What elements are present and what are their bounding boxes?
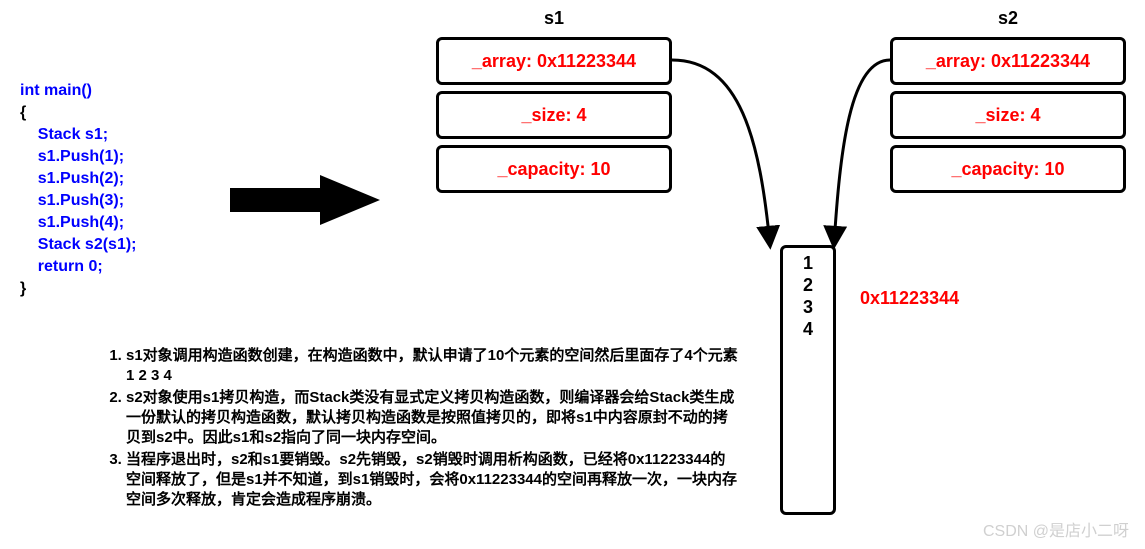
s1-cap-cell: _capacity: 10 <box>436 145 672 193</box>
code-open: { <box>20 102 137 124</box>
watermark: CSDN @是店小二呀 <box>983 517 1129 541</box>
code-fn: int main() <box>20 80 137 102</box>
code-l7: return 0; <box>20 256 137 278</box>
note-2: s2对象使用s1拷贝构造，而Stack类没有显式定义拷贝构造函数，则编译器会给S… <box>126 388 740 448</box>
struct-s2: s2 _array: 0x11223344 _size: 4 _capacity… <box>890 8 1126 199</box>
s1-size-cell: _size: 4 <box>436 91 672 139</box>
flow-arrow-icon <box>230 170 390 235</box>
s1-title: s1 <box>544 8 564 29</box>
explanation-list: s1对象调用构造函数创建，在构造函数中，默认申请了10个元素的空间然后里面存了4… <box>100 346 740 512</box>
s2-size-cell: _size: 4 <box>890 91 1126 139</box>
note-3: 当程序退出时，s2和s1要销毁。s2先销毁，s2销毁时调用析构函数，已经将0x1… <box>126 450 740 510</box>
mem-v0: 1 <box>803 252 813 274</box>
code-l0: Stack s1; <box>20 124 137 146</box>
memory-address: 0x11223344 <box>860 288 959 309</box>
code-l4: s1.Push(4); <box>20 212 137 234</box>
code-close: } <box>20 278 137 300</box>
s2-array-cell: _array: 0x11223344 <box>890 37 1126 85</box>
mem-v2: 3 <box>803 296 813 318</box>
memory-block: 1 2 3 4 <box>780 245 836 515</box>
code-block: int main() { Stack s1; s1.Push(1); s1.Pu… <box>20 80 137 300</box>
code-l3: s1.Push(3); <box>20 190 137 212</box>
mem-v1: 2 <box>803 274 813 296</box>
s2-title: s2 <box>998 8 1018 29</box>
s2-cap-cell: _capacity: 10 <box>890 145 1126 193</box>
s1-array-cell: _array: 0x11223344 <box>436 37 672 85</box>
code-l6: Stack s2(s1); <box>20 234 137 256</box>
code-l2: s1.Push(2); <box>20 168 137 190</box>
mem-v3: 4 <box>803 318 813 340</box>
code-l1: s1.Push(1); <box>20 146 137 168</box>
struct-s1: s1 _array: 0x11223344 _size: 4 _capacity… <box>436 8 672 199</box>
note-1: s1对象调用构造函数创建，在构造函数中，默认申请了10个元素的空间然后里面存了4… <box>126 346 740 386</box>
